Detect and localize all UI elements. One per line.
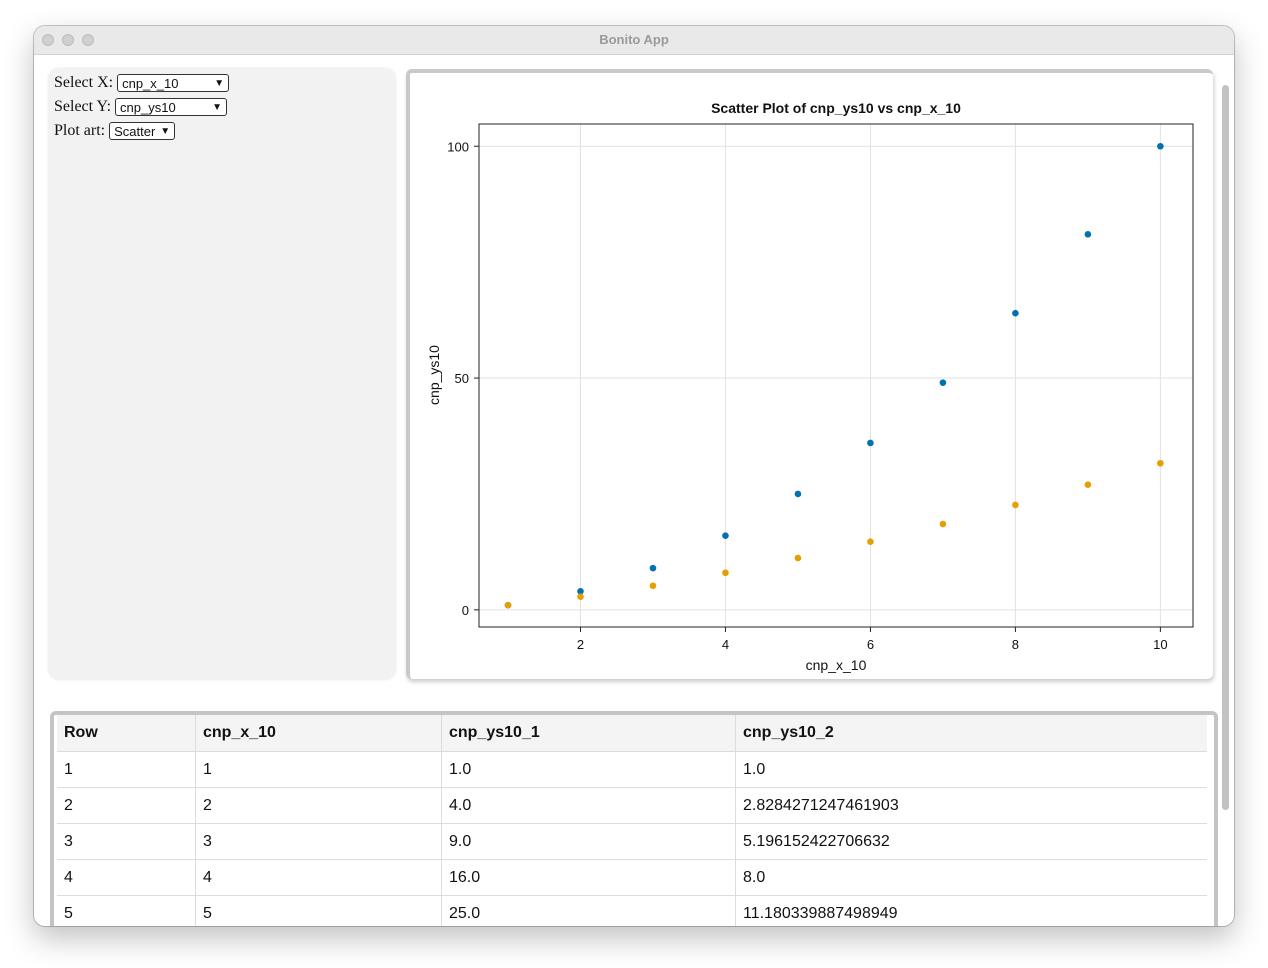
table-cell: 4 — [57, 859, 196, 896]
select-y-value: cnp_ys10 — [120, 99, 176, 115]
scatter-point-series-1 — [1084, 231, 1092, 238]
table-cell: 1 — [195, 751, 442, 788]
vertical-scrollbar[interactable] — [1222, 85, 1229, 810]
scatter-point-series-1 — [939, 379, 947, 386]
app-window: Bonito App Select X: cnp_x_10 ▼ Select Y… — [34, 26, 1234, 926]
data-points — [504, 142, 1164, 609]
grid-lines — [479, 124, 1193, 627]
chevron-down-icon: ▼ — [212, 101, 223, 113]
scatter-point-series-1 — [1012, 309, 1019, 317]
x-axis-label: cnp_x_10 — [806, 657, 867, 673]
close-window-button[interactable] — [42, 34, 54, 46]
table-cell: 11.180339887498949 — [735, 895, 1207, 926]
table-cell: 3 — [57, 823, 196, 860]
window-title: Bonito App — [599, 32, 669, 47]
table-cell: 5 — [195, 895, 442, 926]
table-cell: 1.0 — [735, 751, 1207, 788]
table-cell: 2 — [57, 787, 196, 824]
scatter-point-series-2 — [504, 601, 512, 609]
plot-art-dropdown[interactable]: Scatter ▼ — [109, 122, 176, 140]
scatter-point-series-2 — [1157, 459, 1164, 467]
scatter-point-series-2 — [722, 569, 729, 577]
scatter-point-series-2 — [794, 554, 802, 562]
select-x-dropdown[interactable]: cnp_x_10 ▼ — [117, 74, 230, 92]
data-table: Row cnp_x_10 cnp_ys10_1 cnp_ys10_2 1 1 1.0… — [57, 715, 1207, 926]
scatter-point-series-1 — [577, 588, 584, 595]
column-header-row[interactable]: Row — [57, 715, 196, 752]
table-cell: 5 — [57, 895, 196, 926]
plot-art-label: Plot art: — [54, 122, 106, 139]
x-tick-label: 2 — [577, 637, 584, 652]
select-y-dropdown[interactable]: cnp_ys10 ▼ — [115, 98, 228, 116]
column-header-cnp-x-10[interactable]: cnp_x_10 — [195, 715, 442, 752]
minimize-window-button[interactable] — [62, 34, 74, 46]
plot-art-row: Plot art: Scatter ▼ — [54, 122, 176, 140]
plot-art-value: Scatter — [114, 123, 156, 139]
column-header-cnp-ys10-2[interactable]: cnp_ys10_2 — [735, 715, 1207, 752]
scatter-point-series-2 — [939, 520, 947, 528]
table-cell: 9.0 — [441, 823, 736, 860]
chevron-down-icon: ▼ — [160, 125, 171, 137]
y-tick-label: 0 — [462, 603, 469, 618]
table-row: 2 2 4.0 2.8284271247461903 — [57, 787, 1207, 824]
table-row: 1 1 1.0 1.0 — [57, 751, 1207, 788]
zoom-window-button[interactable] — [82, 34, 94, 46]
table-header-row: Row cnp_x_10 cnp_ys10_1 cnp_ys10_2 — [57, 715, 1207, 752]
select-x-value: cnp_x_10 — [122, 75, 179, 91]
table-cell: 4.0 — [441, 787, 736, 824]
chevron-down-icon: ▼ — [214, 77, 225, 89]
plot-frame — [478, 123, 1194, 628]
table-cell: 5.196152422706632 — [735, 823, 1207, 860]
table-cell: 25.0 — [441, 895, 736, 926]
select-x-row: Select X: cnp_x_10 ▼ — [54, 74, 230, 92]
x-tick-label: 6 — [867, 637, 874, 652]
table-cell: 3 — [195, 823, 442, 860]
scatter-point-series-1 — [794, 490, 802, 498]
table-cell: 1.0 — [441, 751, 736, 788]
scatter-point-series-2 — [867, 538, 874, 545]
plot-panel: Scatter Plot of cnp_ys10 vs cnp_x_10 2 4 6… — [406, 69, 1213, 679]
scatter-point-series-2 — [649, 582, 657, 590]
scatter-point-series-2 — [1084, 481, 1092, 488]
table-cell: 2 — [195, 787, 442, 824]
table-cell: 1 — [57, 751, 196, 788]
y-tick-label: 100 — [447, 139, 469, 154]
select-x-label: Select X: — [54, 74, 114, 91]
table-row: 4 4 16.0 8.0 — [57, 859, 1207, 896]
scatter-point-series-2 — [1012, 501, 1019, 509]
column-header-cnp-ys10-1[interactable]: cnp_ys10_1 — [441, 715, 736, 752]
chart-title: Scatter Plot of cnp_ys10 vs cnp_x_10 — [711, 100, 961, 116]
title-bar: Bonito App — [34, 26, 1234, 55]
scatter-point-series-1 — [649, 564, 657, 572]
x-tick-label: 4 — [722, 637, 729, 652]
table-row: 5 5 25.0 11.180339887498949 — [57, 895, 1207, 926]
scatter-point-series-2 — [577, 593, 584, 601]
x-tick-label: 10 — [1153, 637, 1167, 652]
scatter-plot[interactable]: Scatter Plot of cnp_ys10 vs cnp_x_10 2 4 6… — [406, 69, 1213, 679]
scatter-point-series-1 — [867, 439, 874, 447]
select-y-label: Select Y: — [54, 98, 112, 115]
table-cell: 4 — [195, 859, 442, 896]
y-axis-label: cnp_ys10 — [426, 345, 442, 405]
x-tick-label: 8 — [1012, 637, 1019, 652]
table-cell: 8.0 — [735, 859, 1207, 896]
table-cell: 2.8284271247461903 — [735, 787, 1207, 824]
select-y-row: Select Y: cnp_ys10 ▼ — [54, 98, 228, 116]
table-cell: 16.0 — [441, 859, 736, 896]
y-tick-label: 50 — [455, 371, 469, 386]
table-row: 3 3 9.0 5.196152422706632 — [57, 823, 1207, 860]
controls-panel: Select X: cnp_x_10 ▼ Select Y: cnp_ys10 … — [49, 69, 395, 679]
app-content: Select X: cnp_x_10 ▼ Select Y: cnp_ys10 … — [34, 55, 1234, 926]
scatter-point-series-1 — [1157, 142, 1164, 150]
scatter-point-series-1 — [722, 532, 729, 539]
data-table-panel: Row cnp_x_10 cnp_ys10_1 cnp_ys10_2 1 1 1.0… — [50, 711, 1218, 926]
